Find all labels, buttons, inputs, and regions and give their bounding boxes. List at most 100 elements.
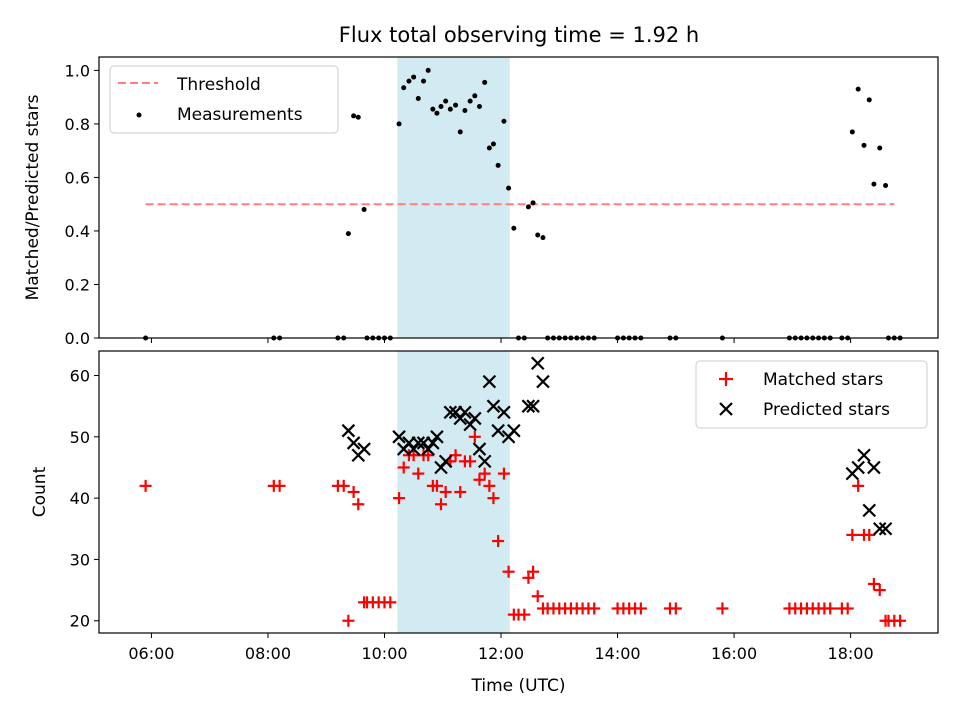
data-point	[855, 86, 861, 92]
data-point	[851, 460, 865, 475]
data-point	[527, 565, 540, 578]
data-point	[877, 145, 883, 151]
data-point	[521, 399, 536, 413]
data-point	[536, 374, 550, 389]
chart-title: Flux total observing time = 1.92 h	[339, 23, 699, 47]
data-point	[355, 114, 361, 120]
data-point	[346, 436, 361, 450]
data-point	[669, 602, 682, 615]
legend-measurements-swatch	[136, 112, 142, 118]
data-point	[415, 95, 421, 101]
y-tick-label: 50	[70, 428, 90, 447]
data-point	[867, 577, 880, 590]
data-point	[483, 479, 496, 492]
data-point	[878, 522, 893, 536]
data-point	[430, 106, 436, 112]
data-point	[406, 78, 412, 84]
x-tick-label: 14:00	[594, 644, 640, 663]
data-point	[506, 185, 512, 191]
data-point	[345, 231, 351, 237]
legend-matched-label: Matched stars	[763, 370, 883, 390]
y-tick-label: 0.8	[65, 115, 90, 134]
legend: Matched stars Predicted stars	[695, 360, 928, 429]
data-point	[492, 535, 505, 548]
data-point	[435, 498, 448, 511]
y-tick-label: 0.6	[65, 168, 90, 187]
data-point	[862, 503, 877, 518]
data-point	[425, 67, 431, 73]
legend-predicted-label: Predicted stars	[763, 400, 890, 420]
y-tick-label: 60	[70, 367, 90, 386]
data-point	[857, 448, 871, 462]
data-point	[716, 602, 729, 615]
data-point	[457, 129, 463, 135]
data-point	[849, 129, 855, 135]
data-point	[443, 405, 458, 420]
data-point	[468, 411, 482, 426]
legend-measurements-label: Measurements	[177, 105, 303, 125]
x-tick-label: 08:00	[245, 644, 291, 663]
data-point	[468, 430, 481, 443]
data-point	[438, 104, 444, 110]
x-tick-label: 18:00	[828, 644, 874, 663]
y-tick-label: 40	[70, 489, 90, 508]
data-point	[501, 118, 507, 124]
y-tick-label: 0.2	[65, 275, 90, 294]
data-point	[518, 608, 531, 621]
data-point	[347, 486, 360, 498]
data-point	[482, 374, 497, 389]
y-tick-label: 0.4	[65, 222, 90, 241]
data-point	[393, 492, 406, 505]
panel-frame	[98, 350, 939, 634]
data-point	[482, 79, 488, 85]
data-point	[522, 571, 535, 584]
data-point	[486, 145, 492, 151]
data-point	[430, 479, 443, 492]
y-tick-label: 30	[70, 550, 90, 569]
data-point	[447, 106, 453, 112]
data-point	[443, 98, 449, 104]
data-point	[535, 232, 541, 238]
data-point	[852, 479, 865, 492]
data-point	[478, 467, 491, 480]
highlight-span	[397, 57, 510, 338]
data-point	[430, 430, 444, 444]
data-point	[502, 565, 515, 578]
y-tick-label: 20	[70, 612, 90, 631]
data-point	[412, 467, 425, 480]
data-point	[472, 442, 487, 456]
data-point	[841, 602, 854, 615]
data-point	[497, 405, 511, 420]
data-point	[526, 399, 540, 413]
data-point	[507, 423, 521, 438]
data-point	[525, 204, 531, 210]
data-point	[458, 405, 472, 420]
data-point	[139, 479, 152, 492]
data-point	[421, 78, 427, 84]
data-point	[396, 121, 402, 127]
data-point	[411, 74, 417, 80]
x-tick-label: 12:00	[478, 644, 524, 663]
data-point	[434, 110, 440, 116]
data-point	[337, 479, 350, 492]
data-point	[846, 528, 859, 541]
data-point	[873, 584, 886, 597]
x-tick-label: 10:00	[361, 644, 407, 663]
data-point	[357, 442, 371, 456]
legend-predicted-swatch	[719, 402, 733, 416]
data-point	[342, 614, 355, 627]
data-point	[491, 423, 505, 438]
x-axis-label: Time (UTC)	[471, 676, 566, 696]
data-point	[490, 141, 496, 147]
data-point	[871, 181, 877, 187]
data-point	[352, 498, 365, 511]
data-point	[464, 455, 477, 468]
data-point	[392, 430, 406, 444]
data-point	[540, 235, 546, 241]
data-point	[473, 473, 486, 486]
data-point	[273, 479, 286, 492]
data-point	[351, 113, 357, 119]
data-point	[397, 461, 410, 474]
data-point	[861, 142, 867, 148]
